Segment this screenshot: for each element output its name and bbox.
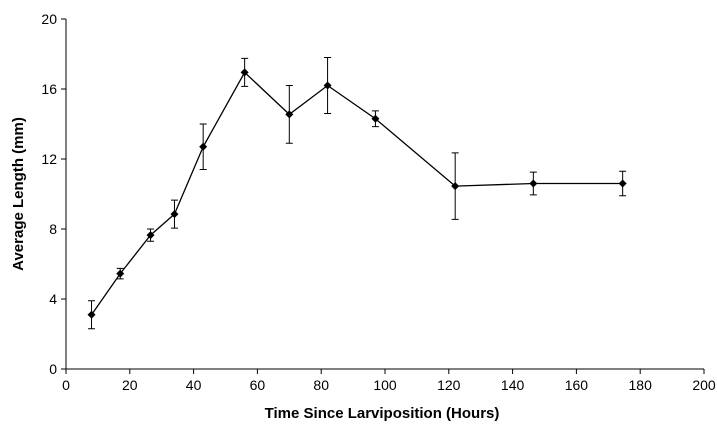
x-tick-label: 200 (692, 377, 716, 393)
data-point (199, 142, 208, 151)
x-axis-title: Time Since Larviposition (Hours) (265, 405, 500, 422)
y-tick-label: 20 (41, 11, 57, 27)
x-tick-label: 120 (437, 377, 461, 393)
x-tick-label: 20 (122, 377, 138, 393)
data-point (618, 179, 627, 188)
data-point (240, 68, 249, 77)
series-line (90, 71, 623, 316)
x-tick-label: 60 (250, 377, 266, 393)
y-axis-title: Average Length (mm) (10, 117, 27, 271)
data-point (170, 210, 179, 219)
y-tick-label: 16 (41, 81, 57, 97)
x-tick-label: 100 (373, 377, 397, 393)
data-point (529, 179, 538, 188)
data-point (116, 269, 125, 278)
data-point (323, 81, 332, 90)
x-tick-label: 40 (186, 377, 202, 393)
x-tick-label: 160 (565, 377, 589, 393)
y-tick-label: 4 (49, 291, 57, 307)
x-tick-label: 0 (62, 377, 70, 393)
error-bars (88, 57, 627, 330)
x-tick-label: 180 (629, 377, 653, 393)
y-ticks: 0 4 8 12 16 20 (41, 11, 66, 377)
data-point (451, 182, 460, 191)
data-point (87, 310, 96, 319)
y-tick-label: 12 (41, 151, 57, 167)
x-ticks: 0 20 40 60 80 100 120 140 160 180 200 (62, 369, 716, 393)
data-point (371, 114, 380, 123)
y-tick-label: 0 (49, 361, 57, 377)
data-point (285, 110, 294, 119)
data-point (146, 231, 155, 240)
x-tick-label: 80 (313, 377, 329, 393)
y-tick-label: 8 (49, 221, 57, 237)
data-markers (87, 68, 627, 319)
x-tick-label: 140 (501, 377, 525, 393)
